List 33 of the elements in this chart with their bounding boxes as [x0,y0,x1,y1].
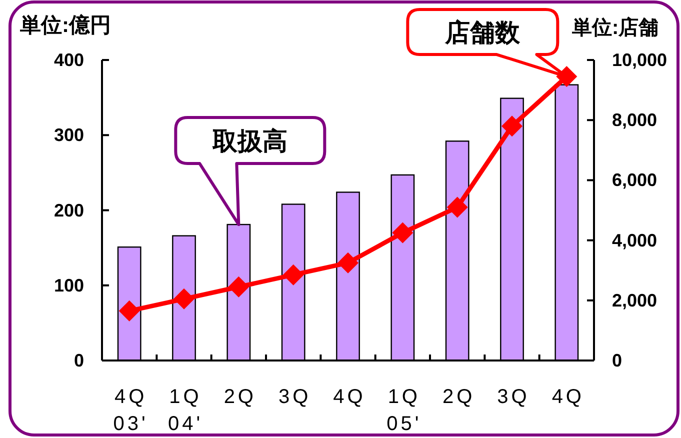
x-tick-label: 4Q 03' [113,386,148,435]
y2-tick-label: 2,000 [612,290,658,310]
x-tick-label: 1Q 04' [168,386,204,435]
y2-tick-label: 4,000 [612,230,658,250]
y2-tick-label: 0 [612,350,622,370]
y-axis-title: 単位:億円 [19,13,111,37]
x-tick-label: 1Q 05' [386,386,422,435]
series-label: 店舗数 [444,19,522,48]
point [282,264,304,286]
y2-axis-title: 単位:店舗 [571,16,659,39]
point [556,66,578,88]
y-tick-label: 200 [54,200,84,220]
point [446,196,468,218]
y2-tick-label: 6,000 [612,170,658,190]
point [338,252,358,274]
x-tick-label: 2Q [224,386,257,408]
y-tick-label: 300 [54,125,84,146]
y-tick-label: 100 [54,275,84,296]
series-label: 取扱高 [212,128,288,156]
y2-tick-label: 8,000 [612,110,658,130]
y2-tick-label: 10,000 [612,50,668,70]
x-tick-label: 3Q [497,386,530,408]
x-tick-label: 3Q [278,386,312,408]
y-tick-label: 400 [54,50,84,70]
point [228,276,250,298]
x-tick-label: 4Q [333,386,366,408]
x-tick-label: 4Q [552,386,585,408]
point [392,222,414,244]
x-tick-label: 2Q [442,386,476,408]
point [174,288,194,310]
point [118,300,140,322]
y-tick-label: 0 [74,350,84,370]
point [502,116,522,137]
